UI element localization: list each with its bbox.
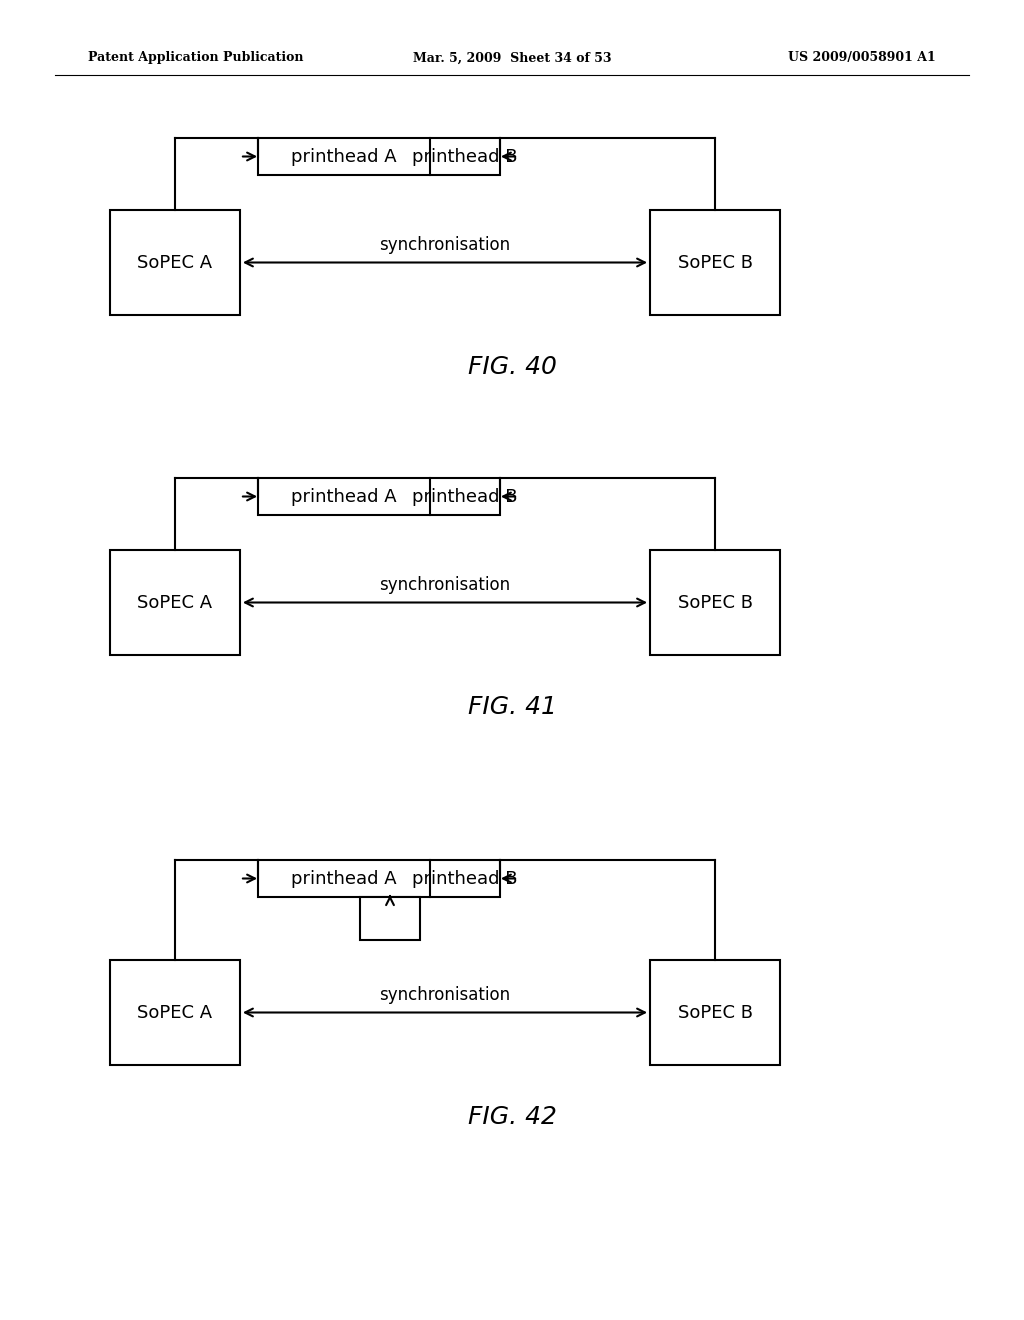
Text: printhead B: printhead B (413, 487, 518, 506)
Text: synchronisation: synchronisation (380, 236, 511, 255)
Text: SoPEC A: SoPEC A (137, 1003, 213, 1022)
Text: SoPEC B: SoPEC B (678, 253, 753, 272)
Bar (650, 550, 780, 655)
Text: SoPEC B: SoPEC B (678, 594, 753, 611)
Text: US 2009/0058901 A1: US 2009/0058901 A1 (788, 51, 936, 65)
Text: SoPEC B: SoPEC B (678, 1003, 753, 1022)
Text: FIG. 42: FIG. 42 (468, 1105, 556, 1129)
Bar (258, 478, 500, 515)
Text: FIG. 40: FIG. 40 (468, 355, 556, 379)
Bar (360, 898, 420, 940)
Text: printhead B: printhead B (413, 870, 518, 887)
Text: printhead A: printhead A (291, 870, 397, 887)
Bar (258, 139, 500, 176)
Text: printhead A: printhead A (291, 148, 397, 165)
Text: FIG. 41: FIG. 41 (468, 696, 556, 719)
Bar (258, 861, 500, 898)
Bar (650, 960, 780, 1065)
Text: synchronisation: synchronisation (380, 577, 511, 594)
Text: printhead A: printhead A (291, 487, 397, 506)
Text: printhead B: printhead B (413, 148, 518, 165)
Bar (110, 550, 240, 655)
Bar (110, 960, 240, 1065)
Bar (650, 210, 780, 315)
Text: Patent Application Publication: Patent Application Publication (88, 51, 303, 65)
Text: SoPEC A: SoPEC A (137, 594, 213, 611)
Text: synchronisation: synchronisation (380, 986, 511, 1005)
Text: Mar. 5, 2009  Sheet 34 of 53: Mar. 5, 2009 Sheet 34 of 53 (413, 51, 611, 65)
Bar (110, 210, 240, 315)
Text: SoPEC A: SoPEC A (137, 253, 213, 272)
